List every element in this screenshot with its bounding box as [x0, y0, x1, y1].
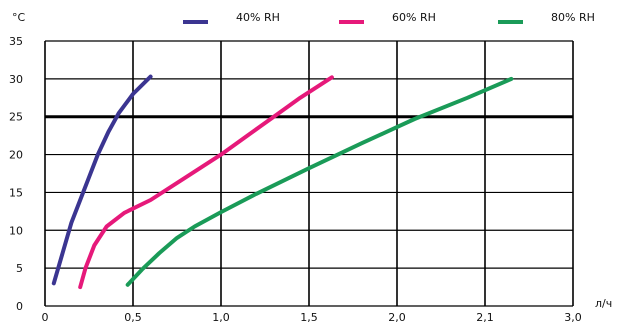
axis-labels: °C л/ч [12, 11, 612, 310]
y-tick-label: 30 [9, 73, 23, 86]
legend: 40% RH 60% RH 80% RH [183, 11, 595, 24]
y-tick-label: 35 [9, 35, 23, 48]
x-tick-label: 2,1 [476, 311, 494, 324]
x-tick-label: 0,5 [124, 311, 142, 324]
legend-label-1: 60% RH [392, 11, 436, 24]
grid [44, 40, 574, 307]
y-tick-label: 25 [9, 111, 23, 124]
y-tick-label: 10 [9, 224, 23, 237]
series-line-0 [51, 74, 153, 286]
x-tick-label: 3,0 [564, 311, 582, 324]
x-tick-label: 1,0 [212, 311, 230, 324]
y-tick-label: 20 [9, 149, 23, 162]
x-axis-label: л/ч [595, 297, 612, 310]
y-tick-label: 0 [16, 300, 23, 313]
x-tick-label: 2,0 [388, 311, 406, 324]
legend-label-2: 80% RH [551, 11, 595, 24]
y-axis-label: °C [12, 11, 26, 24]
legend-label-0: 40% RH [236, 11, 280, 24]
y-tick-label: 15 [9, 186, 23, 199]
tick-labels: 0 5 10 15 20 25 30 35 0 0,5 1,0 1,5 2,0 2,1 3,0 [9, 35, 582, 324]
x-tick-label: 1,5 [300, 311, 318, 324]
y-tick-label: 5 [16, 262, 23, 275]
series-line-2 [125, 76, 514, 287]
series-lines [51, 74, 514, 290]
series-line-1 [78, 75, 334, 290]
x-tick-label: 0 [42, 311, 49, 324]
